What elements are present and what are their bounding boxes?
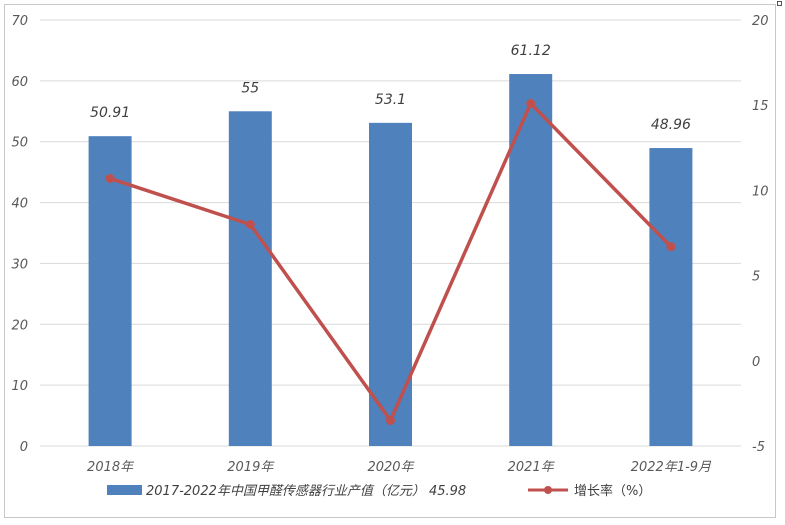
- y-left-tick-label: 40: [11, 197, 28, 212]
- y-right-tick-label: -5: [752, 440, 765, 455]
- bar-data-label: 61.12: [511, 43, 551, 59]
- y-left-tick-label: 70: [11, 14, 28, 29]
- legend-line-label: 增长率（%）: [574, 483, 651, 499]
- y-left-tick-label: 20: [11, 318, 28, 333]
- line-series: [105, 98, 676, 425]
- data-labels: 50.91 55 53.1 61.12 48.96: [90, 43, 691, 133]
- x-category-label: 2022年1-9月: [631, 460, 712, 475]
- bar: [228, 111, 272, 447]
- legend-bar-swatch: [107, 485, 142, 495]
- y-right-tick-label: 5: [752, 270, 760, 285]
- line-point: [105, 173, 115, 183]
- axis-ticks: 0 10 20 30 40 50 60 70 -5 0 5 10 15 20 2018年 2019年 2020年…: [11, 14, 768, 475]
- y-right-tick-label: 10: [752, 184, 769, 199]
- legend-bar-label: 2017-2022年中国甲醛传感器行业产值（亿元） 45.98: [146, 483, 466, 499]
- y-right-tick-label: 15: [752, 99, 769, 114]
- y-left-tick-label: 60: [11, 75, 28, 90]
- line-point: [386, 415, 395, 425]
- resize-handle[interactable]: [777, 1, 782, 6]
- x-category-label: 2020年: [367, 460, 415, 475]
- bar: [88, 136, 132, 447]
- chart-frame: [4, 4, 776, 518]
- y-right-tick-label: 0: [752, 355, 760, 370]
- y-left-tick-label: 50: [11, 136, 28, 151]
- line-point: [666, 242, 676, 252]
- y-left-tick-label: 0: [20, 440, 28, 455]
- bar: [509, 74, 553, 447]
- y-right-tick-label: 20: [752, 14, 769, 29]
- legend: 2017-2022年中国甲醛传感器行业产值（亿元） 45.98 增长率（%）: [107, 483, 651, 499]
- bar: [649, 148, 693, 446]
- y-left-tick-label: 30: [11, 257, 28, 272]
- x-category-label: 2021年: [508, 460, 556, 475]
- legend-line-marker: [544, 486, 552, 494]
- bar-series: [88, 74, 693, 447]
- bar-data-label: 48.96: [651, 117, 691, 133]
- line-point: [526, 98, 536, 108]
- bar-data-label: 50.91: [90, 105, 130, 121]
- x-category-label: 2018年: [87, 460, 135, 475]
- x-category-label: 2019年: [227, 460, 275, 475]
- line-point: [245, 219, 255, 229]
- bar-data-label: 55: [241, 80, 259, 96]
- bar-data-label: 53.1: [375, 92, 406, 108]
- y-left-tick-label: 10: [11, 379, 28, 394]
